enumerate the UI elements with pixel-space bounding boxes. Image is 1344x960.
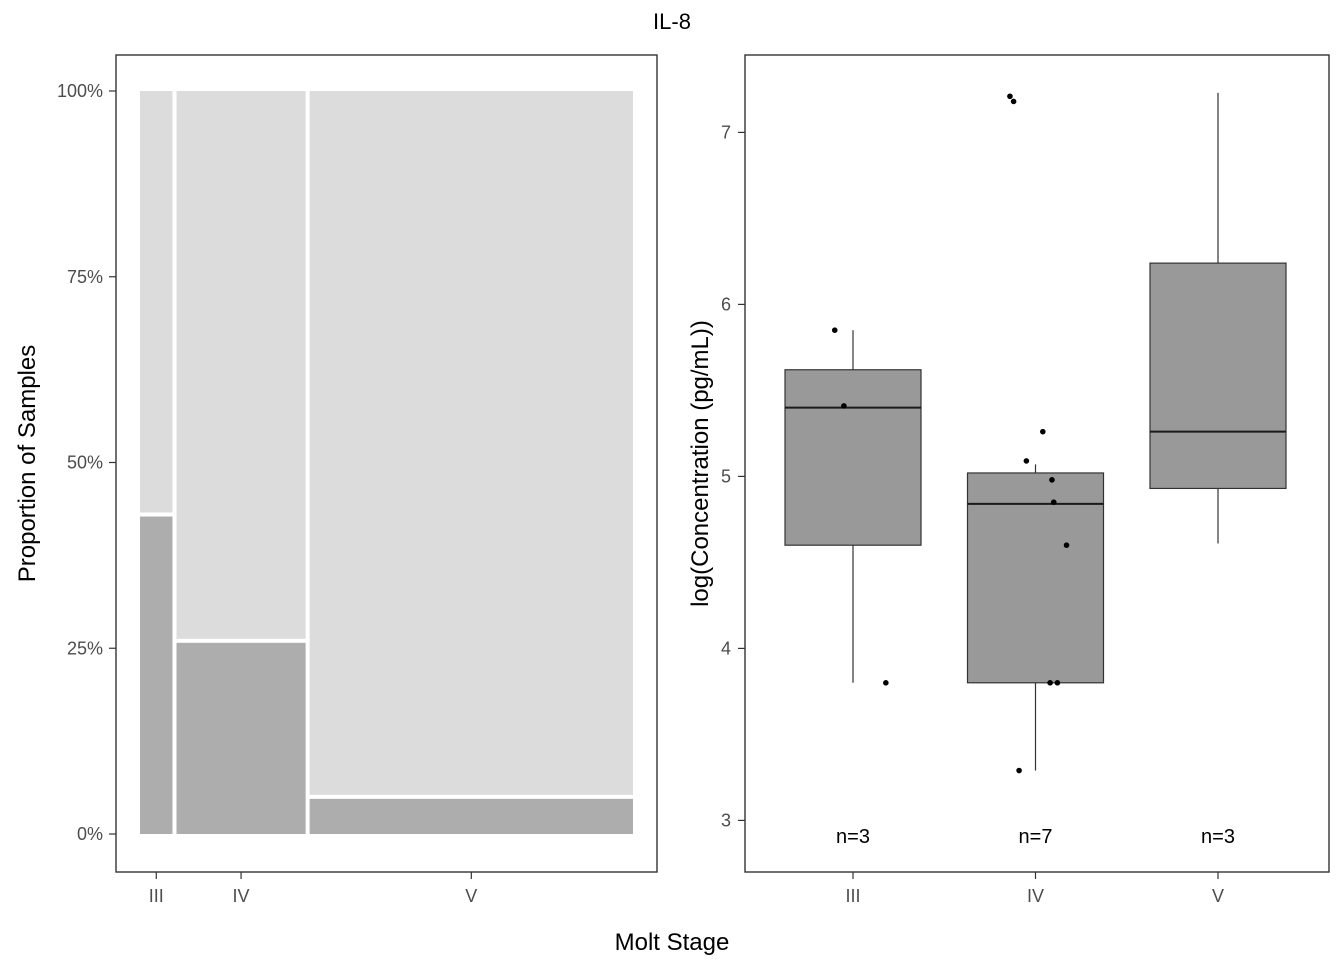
- box-points: [831, 93, 1070, 774]
- mosaic-upper-rect-V: [309, 91, 633, 795]
- box-marks: [784, 92, 1287, 771]
- data-point: [1010, 98, 1017, 105]
- mosaic-y-axis: 0% 25% 50% 75% 100%: [57, 81, 116, 844]
- box-y-axis-title: log(Concentration (pg/mL)): [687, 320, 714, 607]
- box-panel: n=3 n=7 n=3 3 4 5 6 7 III IV V log(Concentration…: [687, 54, 1330, 906]
- data-point: [831, 327, 838, 334]
- box-n-label-V: n=3: [1201, 826, 1235, 848]
- box-y-tick-label: 6: [721, 294, 731, 314]
- box-panel-border: [744, 54, 1330, 873]
- box-x-axis: III IV V: [845, 872, 1224, 906]
- box-x-tick-label: IV: [1027, 886, 1044, 906]
- data-point: [1047, 680, 1053, 686]
- box-x-tick-label: V: [1212, 886, 1224, 906]
- box-y-tick-label: 3: [721, 810, 731, 830]
- mosaic-upper-rect-III: [140, 91, 173, 513]
- mosaic-panel: 0% 25% 50% 75% 100% III IV V Proportion of Sam…: [14, 54, 658, 906]
- box-y-tick-label: 4: [721, 638, 731, 658]
- box-n-labels: n=3 n=7 n=3: [836, 826, 1235, 848]
- data-point: [1007, 93, 1013, 100]
- data-point: [1023, 458, 1030, 464]
- mosaic-x-axis: III IV V: [149, 872, 477, 906]
- data-point: [1063, 542, 1070, 548]
- box-body-IV: [966, 472, 1105, 684]
- mosaic-rects: [140, 91, 633, 834]
- data-point: [1054, 680, 1061, 686]
- data-point: [1049, 477, 1055, 483]
- mosaic-x-tick-label: IV: [233, 886, 250, 906]
- mosaic-y-tick-label: 75%: [67, 267, 103, 287]
- box-y-tick-label: 7: [721, 122, 731, 142]
- data-point: [1040, 428, 1046, 435]
- box-n-label-IV: n=7: [1019, 826, 1053, 848]
- mosaic-y-tick-label: 0%: [77, 824, 103, 844]
- mosaic-lower-rect-III: [140, 516, 173, 834]
- mosaic-x-tick-label: V: [465, 886, 477, 906]
- mosaic-lower-rect-IV: [176, 642, 306, 834]
- mosaic-y-axis-title: Proportion of Samples: [14, 345, 41, 582]
- box-x-tick-label: III: [845, 886, 860, 906]
- box-y-tick-label: 5: [721, 466, 731, 486]
- mosaic-upper-rect-IV: [176, 91, 306, 639]
- data-point: [1016, 767, 1022, 774]
- mosaic-y-tick-label: 25%: [67, 638, 103, 658]
- mosaic-lower-rect-V: [309, 798, 633, 834]
- mosaic-x-tick-label: III: [149, 886, 164, 906]
- box-body-III: [784, 369, 922, 546]
- figure-title: IL-8: [653, 9, 691, 34]
- box-y-axis: 3 4 5 6 7: [721, 122, 745, 830]
- data-point: [841, 403, 847, 409]
- mosaic-y-tick-label: 100%: [57, 81, 103, 101]
- box-n-label-III: n=3: [836, 826, 870, 848]
- data-point: [883, 680, 889, 686]
- mosaic-y-tick-label: 50%: [67, 453, 103, 473]
- box-body-V: [1149, 262, 1287, 490]
- data-point: [1050, 499, 1057, 506]
- mosaic-panel-border: [115, 54, 658, 873]
- shared-x-axis-title: Molt Stage: [615, 929, 730, 956]
